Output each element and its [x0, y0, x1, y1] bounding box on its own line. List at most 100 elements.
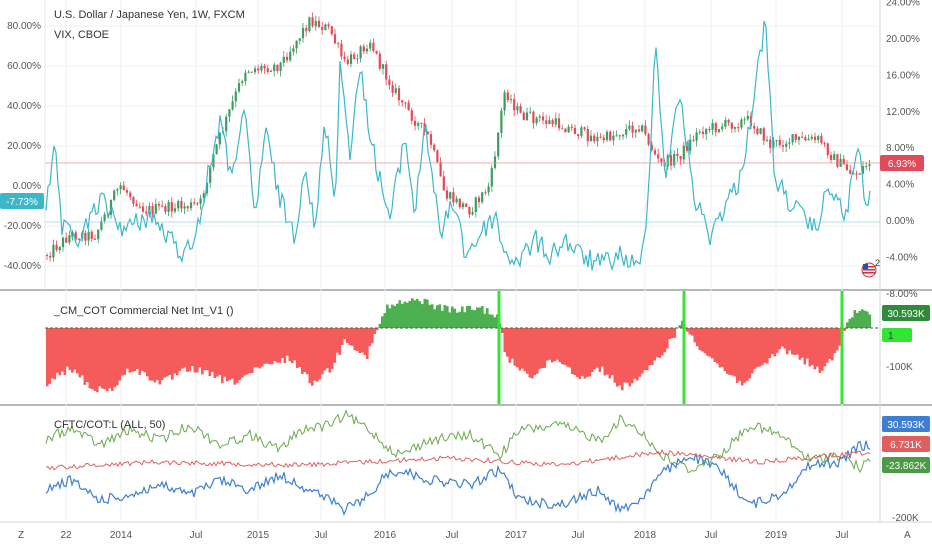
- time-label: Jul: [315, 530, 328, 541]
- cot-bar: [728, 328, 732, 375]
- cot-bar: [868, 314, 872, 328]
- candle-body: [343, 56, 346, 60]
- candle-body: [593, 135, 596, 142]
- candle-body: [705, 129, 708, 135]
- cot-bar: [348, 328, 352, 346]
- candle-body: [685, 145, 689, 151]
- candle-body: [196, 203, 199, 205]
- cot-bar: [656, 328, 659, 358]
- cot-bar: [311, 328, 314, 386]
- cftc-green-line[interactable]: [45, 409, 871, 474]
- cot-bar: [413, 300, 417, 328]
- cot-bar: [803, 328, 807, 365]
- candle-body: [522, 112, 525, 121]
- cftc-title[interactable]: CFTC/COT:L (ALL, 50): [54, 419, 165, 431]
- right-tick-label: 0.00%: [886, 216, 914, 227]
- cot-bar: [231, 328, 234, 379]
- cot-bar: [461, 306, 464, 328]
- right-price-scale[interactable]: 24.00% 20.00% 16.00% 12.00% 8.00% 4.00% 0.00% -…: [886, 0, 920, 300]
- cot-bar: [711, 328, 714, 359]
- candle-body: [577, 134, 580, 136]
- cot-bar: [258, 328, 262, 369]
- cot-bar: [273, 328, 277, 362]
- candle-body: [849, 170, 852, 174]
- time-label: Jul: [446, 530, 459, 541]
- cot-histogram[interactable]: [46, 298, 872, 393]
- candle-body: [570, 126, 573, 128]
- cot-bar: [693, 328, 697, 343]
- cot-bar: [256, 328, 259, 368]
- cot-bar: [573, 328, 577, 376]
- vix-line[interactable]: [45, 20, 871, 272]
- candle-body: [791, 134, 794, 143]
- right-tick-label: -4.00%: [886, 252, 918, 263]
- cot-bar: [821, 328, 824, 371]
- cot-bar: [538, 328, 542, 369]
- cot-bar: [518, 328, 522, 371]
- cot-bar: [411, 298, 414, 328]
- candle-body: [404, 102, 407, 104]
- cot-bar: [568, 328, 572, 368]
- cot-bar: [88, 328, 92, 389]
- candle-body: [810, 136, 813, 139]
- cot-bar: [621, 328, 624, 391]
- cot-bar: [203, 328, 207, 371]
- cot-bar: [126, 328, 129, 369]
- cftc-red-line[interactable]: [45, 449, 871, 471]
- candle-body: [820, 136, 823, 144]
- cot-bar: [648, 328, 652, 366]
- cot-bar: [246, 328, 249, 375]
- candle-body: [378, 53, 381, 69]
- candle-body: [180, 201, 183, 209]
- cot-bar: [293, 328, 297, 361]
- candle-body: [516, 106, 519, 111]
- cot-bar: [551, 328, 554, 363]
- cot-bar: [336, 328, 339, 353]
- candle-body: [673, 153, 676, 166]
- left-price-scale[interactable]: 80.00% 60.00% 40.00% 20.00% 0.00% -20.00% -40.…: [4, 21, 41, 272]
- candle-body: [266, 68, 269, 72]
- auto-scale-toggle[interactable]: A: [904, 530, 911, 541]
- candle-body: [458, 198, 461, 208]
- cftc-blue-line[interactable]: [45, 440, 871, 516]
- cot-bar: [173, 328, 177, 374]
- cot-bar: [611, 328, 614, 376]
- candle-body: [823, 143, 826, 145]
- cot-bar: [643, 328, 647, 371]
- candle-body: [157, 204, 161, 206]
- time-scale[interactable]: 22 2014 Jul 2015 Jul 2016 Jul 2017 Jul 2018 Jul 201…: [60, 530, 848, 541]
- symbol-title[interactable]: U.S. Dollar / Japanese Yen, 1W, FXCM: [54, 9, 245, 21]
- time-label: Jul: [836, 530, 849, 541]
- cot-bar: [393, 305, 397, 328]
- cot-bar: [598, 328, 602, 372]
- cot-bar: [506, 328, 509, 357]
- us-flag-icon[interactable]: [861, 262, 877, 278]
- cot-bar: [651, 328, 654, 366]
- usdjpy-candles[interactable]: [45, 12, 871, 262]
- candle-body: [612, 135, 615, 141]
- candle-body: [49, 256, 52, 258]
- cot-bar: [783, 328, 787, 349]
- cot-bar: [668, 328, 672, 340]
- cot-bar: [618, 328, 622, 386]
- cot-bar: [51, 328, 54, 379]
- candle-body: [573, 127, 577, 135]
- cot-bar: [361, 328, 364, 353]
- cot-bar: [813, 328, 817, 370]
- cot-bar: [226, 328, 229, 382]
- candle-body: [596, 136, 599, 142]
- candle-body: [141, 206, 145, 212]
- log-scale-toggle[interactable]: Z: [18, 530, 24, 541]
- candle-body: [698, 131, 701, 133]
- candle-body: [324, 24, 327, 31]
- cot-bar: [543, 328, 547, 368]
- cot-bar: [483, 313, 487, 328]
- candle-body: [695, 132, 698, 141]
- vix-title[interactable]: VIX, CBOE: [54, 29, 109, 41]
- candle-body: [845, 164, 849, 171]
- candle-body: [253, 68, 257, 73]
- cot-title[interactable]: _CM_COT Commercial Net Int_V1 (): [53, 305, 234, 317]
- candle-body: [519, 106, 522, 113]
- cot-bar: [396, 303, 399, 328]
